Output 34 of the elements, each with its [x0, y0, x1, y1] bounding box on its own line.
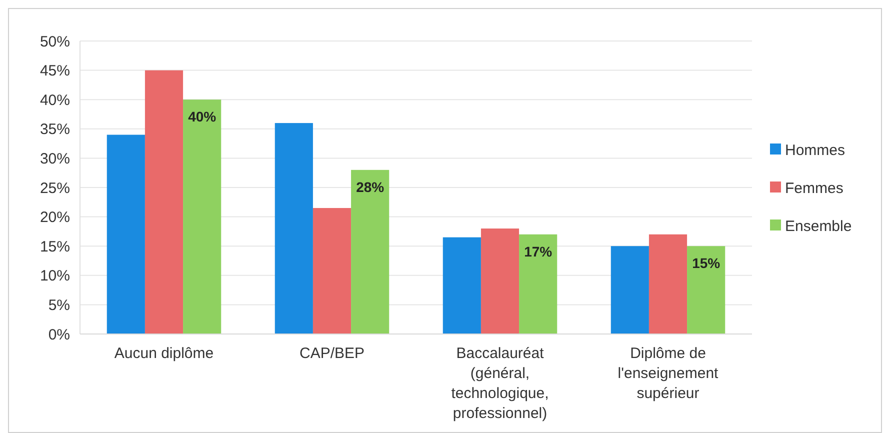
- y-tick-label: 5%: [48, 296, 70, 314]
- y-tick-label: 0%: [48, 326, 70, 344]
- y-tick-label: 10%: [40, 268, 70, 285]
- y-tick-label: 40%: [40, 92, 70, 109]
- bar: [183, 100, 222, 334]
- legend-label: Ensemble: [785, 218, 852, 235]
- legend-label: Hommes: [785, 142, 846, 159]
- data-label: 17%: [524, 243, 553, 260]
- x-tick-label: CAP/BEP: [299, 345, 365, 362]
- y-tick-label: 35%: [40, 121, 70, 138]
- bar: [648, 234, 688, 334]
- data-label: 40%: [188, 108, 217, 125]
- bar: [274, 123, 313, 334]
- bar: [610, 246, 649, 334]
- x-tick-label: Aucun diplôme: [114, 345, 214, 362]
- data-label: 28%: [356, 178, 385, 195]
- data-label: 15%: [692, 255, 721, 272]
- legend-label: Femmes: [785, 180, 844, 197]
- y-tick-label: 30%: [40, 150, 70, 168]
- bar: [144, 70, 184, 334]
- bar: [106, 134, 145, 334]
- y-tick-label: 45%: [40, 62, 70, 80]
- bar: [351, 170, 390, 334]
- bar: [480, 228, 520, 334]
- x-tick-label: Diplôme de l'enseignement supérieur: [618, 345, 720, 402]
- y-tick-label: 50%: [40, 33, 70, 50]
- bar: [519, 234, 558, 334]
- y-tick-label: 25%: [40, 180, 70, 197]
- y-tick-label: 15%: [40, 238, 70, 256]
- bar: [442, 237, 481, 334]
- x-tick-label: Baccalauréat (général, technologique, professionnel): [451, 345, 549, 422]
- bar: [687, 246, 726, 334]
- bar: [312, 208, 352, 334]
- y-tick-label: 20%: [40, 209, 70, 226]
